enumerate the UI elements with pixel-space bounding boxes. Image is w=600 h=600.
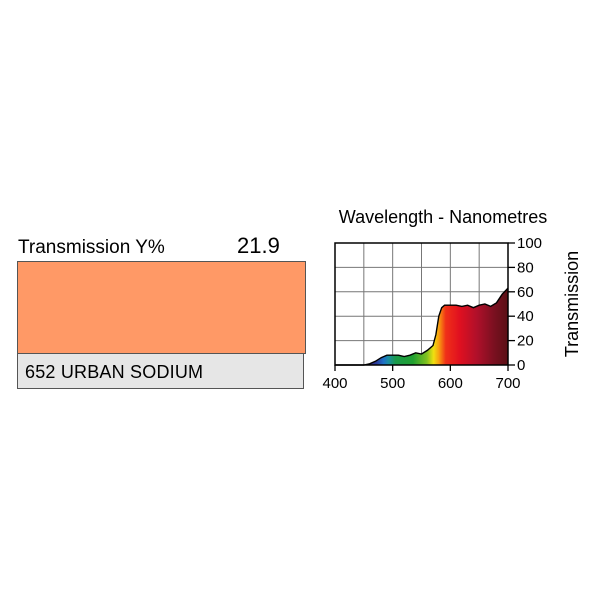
filter-color-swatch: [17, 261, 306, 354]
transmission-value: 21.9: [237, 233, 280, 258]
plot-frame: [334, 242, 509, 366]
x-tick-label: 400: [322, 375, 347, 392]
y-tick-label: 20: [517, 333, 534, 350]
transmission-label: Transmission Y%: [18, 237, 165, 258]
transmission-area: [335, 288, 508, 365]
y-tick-label: 80: [517, 259, 534, 276]
chart-title: Wavelength - Nanometres: [339, 207, 547, 227]
x-tick-label: 500: [380, 375, 405, 392]
y-tick-label: 40: [517, 308, 534, 325]
filter-name: 652 URBAN SODIUM: [25, 362, 204, 382]
y-axis-label: Transmission: [562, 251, 582, 357]
x-tick-label: 700: [495, 375, 520, 392]
filter-name-bar: 652 URBAN SODIUM: [17, 353, 304, 389]
y-axis-ticks: 0 20 40 60 80 100: [508, 235, 542, 374]
x-tick-label: 600: [438, 375, 463, 392]
y-tick-label: 100: [517, 235, 542, 252]
x-axis-ticks: 400 500 600 700: [322, 365, 521, 392]
y-tick-label: 60: [517, 284, 534, 301]
y-tick-label: 0: [517, 357, 525, 374]
